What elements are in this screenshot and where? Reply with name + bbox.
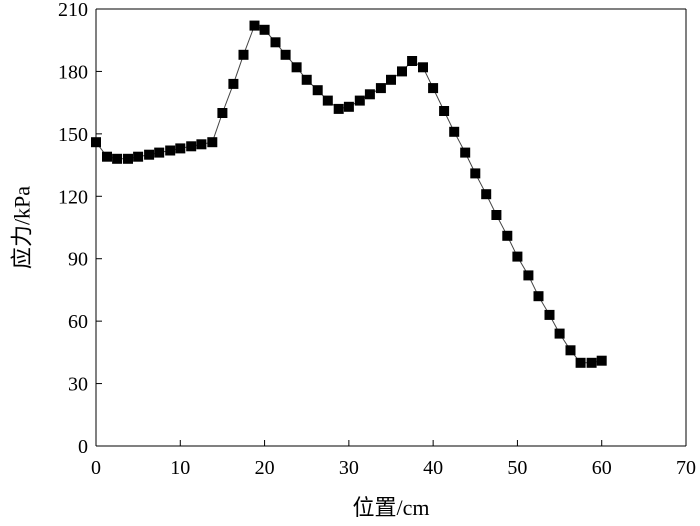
data-point [217,108,228,118]
data-point [301,74,312,85]
data-point [354,95,365,106]
x-ticks: 0 10 20 30 40 50 60 70 [91,440,696,479]
data-point [418,62,428,73]
data-point [533,291,544,302]
series-line [95,24,602,364]
data-point [238,49,249,60]
data-point [270,37,281,48]
data-point [196,139,207,150]
data-point [280,49,291,60]
data-point [165,145,176,156]
data-point [586,357,597,368]
data-point [186,141,197,152]
data-point [291,62,302,73]
data-point [133,151,144,162]
data-point [154,147,165,158]
data-point [343,101,354,112]
y-tick-label: 210 [58,0,88,21]
data-point [512,251,523,262]
data-point [175,143,186,154]
data-point [449,126,460,137]
x-tick-label: 70 [676,457,696,479]
data-point [502,230,513,241]
axes [95,8,687,447]
data-point [112,153,123,164]
data-point [386,74,396,85]
data-point [259,24,270,35]
y-tick-label: 180 [58,61,88,83]
x-axis-title: 位置/cm [353,495,430,520]
data-point [575,357,586,368]
series-stress [91,20,607,368]
data-point [554,328,565,339]
data-point [523,270,534,281]
y-tick-label: 30 [68,374,88,396]
y-tick-label: 150 [58,124,88,146]
y-tick-label: 0 [78,436,88,458]
x-tick-label: 10 [170,457,190,479]
data-point [491,210,502,220]
data-point [544,309,555,320]
data-point [207,137,218,148]
data-point [123,153,133,164]
data-point [407,56,418,66]
data-point [249,20,260,31]
data-point [565,345,576,356]
data-point [470,168,481,179]
data-point [364,89,375,100]
data-point [460,147,471,158]
data-point [333,103,344,114]
data-point [375,83,386,94]
y-tick-label: 90 [68,249,88,271]
y-ticks: 0 30 60 90 120 150 180 210 [58,0,102,458]
data-point [312,85,323,96]
y-axis-title: 应力/kPa [10,186,35,269]
data-point [91,137,101,148]
data-point [481,189,492,200]
data-point [428,83,439,94]
data-point [439,106,450,116]
data-point [596,355,607,366]
x-tick-label: 20 [255,457,275,479]
data-point [397,66,407,77]
y-tick-label: 120 [58,186,88,208]
x-tick-label: 50 [507,457,527,479]
x-tick-label: 60 [592,457,612,479]
x-tick-label: 0 [91,457,101,479]
data-point [322,95,333,106]
data-point [228,78,239,89]
data-point [102,151,112,162]
y-tick-label: 60 [68,311,88,333]
x-tick-label: 40 [423,457,443,479]
data-point [144,149,155,160]
x-tick-label: 30 [339,457,359,479]
